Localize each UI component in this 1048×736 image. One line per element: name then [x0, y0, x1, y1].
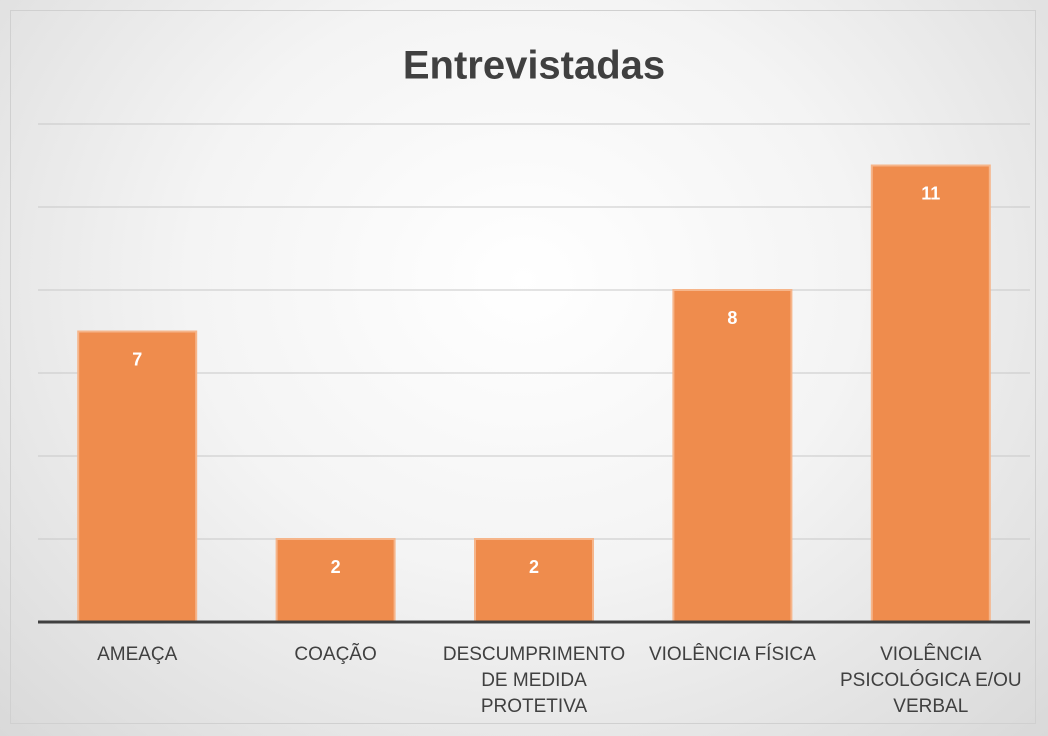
bar: [275, 538, 396, 623]
bar: [77, 330, 198, 623]
bar: [870, 164, 991, 623]
value-label: 11: [921, 183, 940, 203]
value-label: 2: [529, 557, 539, 577]
bar: [474, 538, 594, 623]
chart-title: Entrevistadas: [403, 44, 665, 88]
x-tick-label: DESCUMPRIMENTO DE MEDIDA PROTETIVA: [442, 644, 626, 717]
x-tick-label: VIOLÊNCIA PSICOLÓGICA E/OU VERBAL: [839, 644, 1022, 717]
x-tick-label: COAÇÃO: [294, 644, 377, 665]
value-label: 2: [331, 557, 341, 577]
bar: [672, 289, 793, 623]
value-label: 7: [132, 349, 142, 369]
chart-frame: [10, 10, 1036, 724]
x-tick-label: VIOLÊNCIA FÍSICA: [648, 644, 816, 665]
value-label: 8: [727, 308, 737, 328]
x-tick-label: AMEAÇA: [97, 644, 178, 665]
